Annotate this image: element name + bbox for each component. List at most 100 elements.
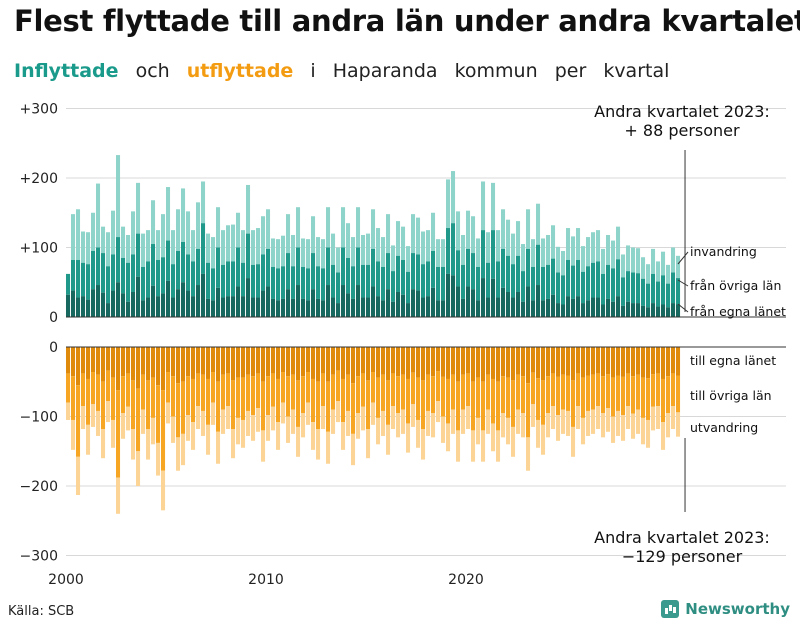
- bar-out-egna: [431, 347, 436, 377]
- bar-out-ovriga: [236, 377, 241, 418]
- bar-out-utvandring: [406, 423, 411, 453]
- bar-in-ovriga: [656, 281, 661, 307]
- bar-out-ovriga: [66, 373, 71, 403]
- bar-out-utvandring: [116, 477, 121, 514]
- y-tick-label: −200: [20, 479, 58, 495]
- bar-in-invandring: [636, 248, 641, 274]
- bar-in-invandring: [191, 230, 196, 262]
- bar-out-ovriga: [366, 380, 371, 430]
- bar-out-ovriga: [561, 374, 566, 410]
- bar-out-ovriga: [201, 374, 206, 411]
- bar-in-egna: [141, 300, 146, 317]
- bar-out-utvandring: [596, 406, 601, 430]
- bar-out-ovriga: [626, 373, 631, 407]
- bar-in-egna: [336, 303, 341, 317]
- bar-in-egna: [366, 297, 371, 317]
- bar-out-egna: [666, 347, 671, 377]
- bar-in-ovriga: [236, 247, 241, 287]
- bar-out-ovriga: [616, 375, 621, 411]
- bar-out-ovriga: [351, 383, 356, 434]
- bar-out-ovriga: [256, 373, 261, 409]
- bar-out-utvandring: [496, 430, 501, 462]
- bar-out-ovriga: [581, 377, 586, 418]
- bar-out-utvandring: [301, 413, 306, 438]
- bar-in-invandring: [586, 237, 591, 267]
- bar-out-egna: [531, 347, 536, 373]
- bar-out-egna: [301, 347, 306, 377]
- bar-in-ovriga: [526, 248, 531, 287]
- bar-in-invandring: [596, 230, 601, 262]
- bar-in-invandring: [316, 237, 321, 267]
- bar-out-utvandring: [266, 415, 271, 441]
- bar-out-egna: [376, 347, 381, 378]
- bar-in-egna: [246, 278, 251, 317]
- bar-out-egna: [356, 347, 361, 377]
- bar-out-utvandring: [351, 433, 356, 466]
- bar-in-invandring: [621, 254, 626, 278]
- bar-in-ovriga: [66, 273, 71, 295]
- bar-out-egna: [291, 347, 296, 375]
- bar-in-invandring: [591, 232, 596, 263]
- bar-out-egna: [636, 347, 641, 375]
- bar-out-utvandring: [661, 422, 666, 450]
- bar-out-utvandring: [191, 422, 196, 450]
- bar-in-ovriga: [396, 255, 401, 292]
- bar-in-invandring: [461, 234, 466, 265]
- bar-out-utvandring: [221, 409, 226, 434]
- bar-out-egna: [546, 347, 551, 377]
- bar-out-ovriga: [276, 378, 281, 423]
- bar-out-egna: [576, 347, 581, 374]
- annotation-top-value: + 88 personer: [624, 121, 740, 140]
- bar-in-invandring: [106, 232, 111, 267]
- bar-out-utvandring: [566, 410, 571, 436]
- bar-in-egna: [506, 291, 511, 317]
- bar-in-invandring: [516, 221, 521, 256]
- bar-in-egna: [91, 289, 96, 317]
- bar-out-ovriga: [436, 371, 441, 402]
- bar-in-invandring: [601, 248, 606, 274]
- bar-out-utvandring: [481, 430, 486, 462]
- bar-in-invandring: [311, 216, 316, 254]
- bar-in-egna: [201, 273, 206, 317]
- bar-out-egna: [406, 347, 411, 379]
- bar-out-utvandring: [201, 410, 206, 436]
- bar-out-utvandring: [316, 429, 321, 460]
- brand-logo[interactable]: Newsworthy: [661, 600, 790, 618]
- subtitle-i: i: [310, 60, 316, 82]
- bar-in-invandring: [141, 233, 146, 267]
- bar-in-egna: [421, 297, 426, 317]
- bar-out-utvandring: [636, 409, 641, 434]
- bar-in-invandring: [666, 264, 671, 284]
- bar-in-ovriga: [281, 266, 286, 299]
- bar-out-egna: [451, 347, 456, 375]
- bar-in-egna: [471, 289, 476, 317]
- bar-in-ovriga: [636, 273, 641, 304]
- bar-out-ovriga: [391, 373, 396, 407]
- bar-in-invandring: [401, 226, 406, 261]
- bar-out-egna: [341, 347, 346, 379]
- bar-in-ovriga: [141, 266, 146, 301]
- bar-in-ovriga: [631, 272, 636, 304]
- y-tick-label: +300: [20, 102, 58, 118]
- legend-pointer: [677, 303, 689, 313]
- bar-in-invandring: [171, 230, 176, 265]
- bar-out-egna: [171, 347, 176, 377]
- bar-out-ovriga: [126, 373, 131, 407]
- annotation-bottom-line1: Andra kvartalet 2023:: [594, 528, 770, 547]
- bar-in-invandring: [491, 182, 496, 231]
- bar-in-invandring: [511, 233, 516, 265]
- bar-in-ovriga: [241, 262, 246, 297]
- bar-in-egna: [251, 297, 256, 317]
- bar-in-egna: [146, 297, 151, 317]
- bar-in-egna: [561, 304, 566, 317]
- bar-in-egna: [316, 298, 321, 317]
- bar-in-ovriga: [521, 271, 526, 302]
- bar-out-ovriga: [296, 380, 301, 427]
- bar-in-ovriga: [376, 261, 381, 297]
- bar-out-ovriga: [596, 373, 601, 407]
- bar-out-utvandring: [641, 417, 646, 445]
- bar-out-utvandring: [601, 413, 606, 438]
- bar-out-utvandring: [456, 430, 461, 462]
- bar-in-ovriga: [556, 272, 561, 304]
- bar-in-ovriga: [411, 253, 416, 290]
